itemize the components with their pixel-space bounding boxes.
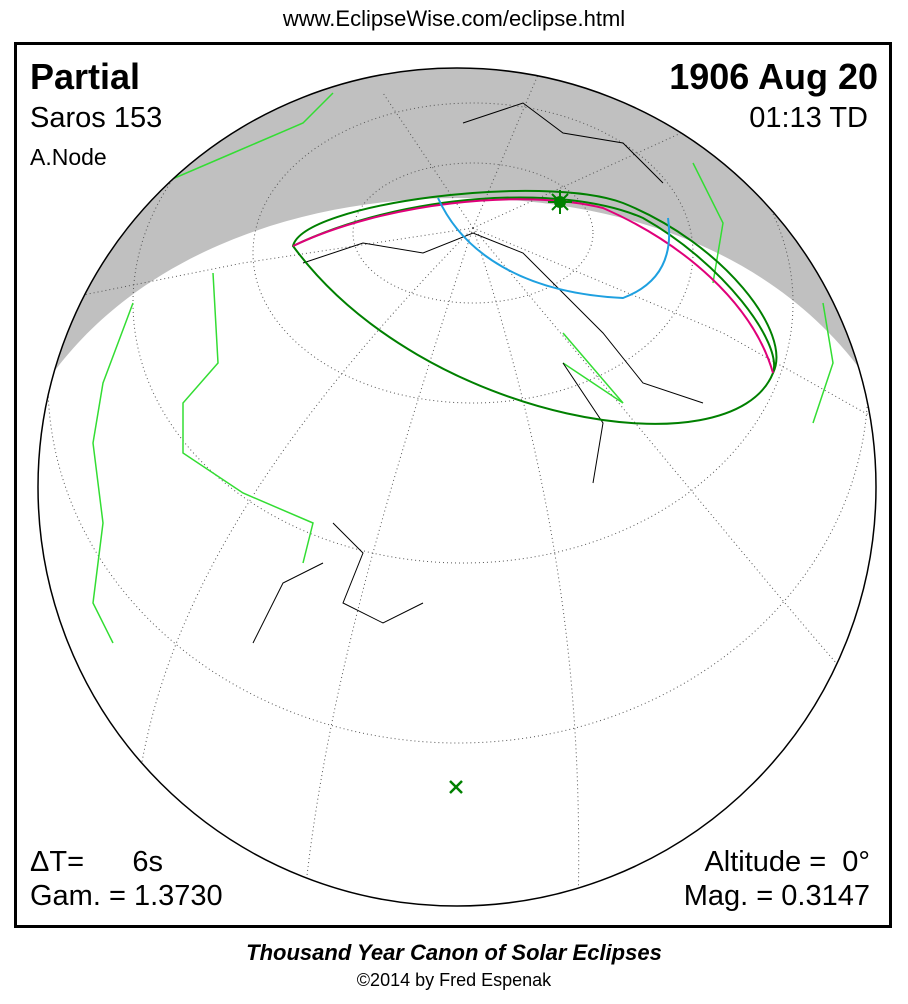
penumbra-diagonal xyxy=(562,332,624,404)
penumbra-limit-outer xyxy=(291,189,778,425)
node: A.Node xyxy=(30,144,107,170)
sunrise-curve xyxy=(437,197,671,300)
max-eclipse-curve xyxy=(292,198,774,374)
saros-number: Saros 153 xyxy=(30,102,163,134)
x-marker-icon xyxy=(449,780,463,794)
star-marker-icon xyxy=(548,190,572,214)
eclipse-date: 1906 Aug 20 xyxy=(669,56,878,97)
footer-copyright: ©2014 by Fred Espenak xyxy=(356,970,552,990)
eclipse-type: Partial xyxy=(30,56,141,97)
gamma: Gam. = 1.3730 xyxy=(30,880,223,912)
globe-map xyxy=(37,67,877,907)
source-url: www.EclipseWise.com/eclipse.html xyxy=(282,6,626,31)
coastlines xyxy=(252,102,704,644)
delta-t: ΔT= 6s xyxy=(30,846,163,878)
country-borders xyxy=(92,92,834,644)
eclipse-time: 01:13 TD xyxy=(749,102,868,134)
map-frame xyxy=(14,42,892,928)
magnitude: Mag. = 0.3147 xyxy=(683,880,870,912)
footer-title: Thousand Year Canon of Solar Eclipses xyxy=(246,940,662,965)
night-region xyxy=(38,68,876,403)
globe-outline xyxy=(37,67,877,907)
altitude: Altitude = 0° xyxy=(704,846,870,878)
